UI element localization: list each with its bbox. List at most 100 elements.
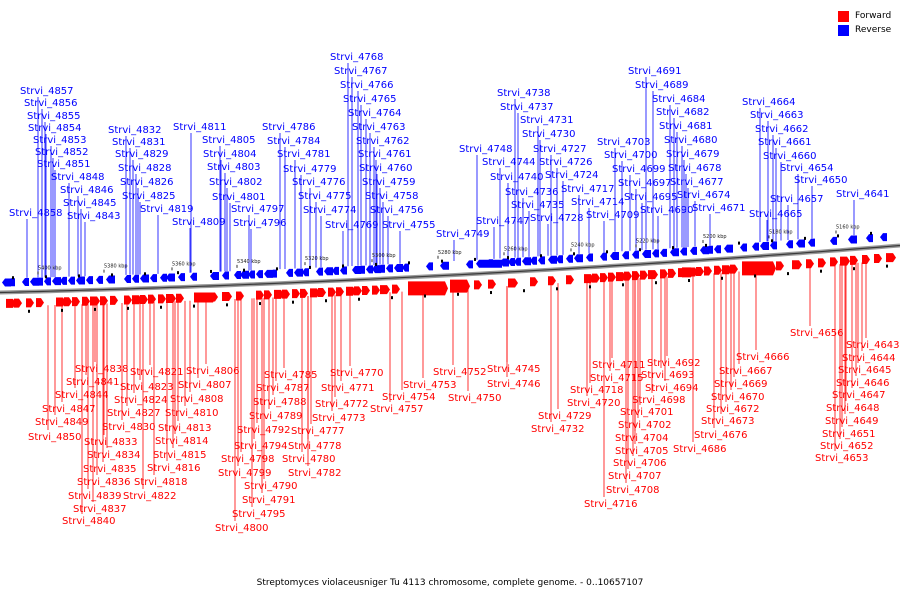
forward-gene-name: Strvi_4649: [825, 416, 879, 427]
reverse-gene-label: Strvi_4767: [334, 66, 388, 267]
position-marker: [78, 274, 80, 278]
reverse-gene-label: Strvi_4755: [382, 220, 436, 264]
reverse-gene-arrow: [670, 248, 679, 257]
forward-gene-name: Strvi_4720: [567, 398, 621, 409]
forward-gene-arrow: [474, 280, 482, 290]
reverse-gene-label: Strvi_4680: [664, 135, 718, 248]
forward-gene-arrow: [124, 295, 132, 305]
forward-gene-name: Strvi_4648: [826, 403, 880, 414]
position-marker: [127, 306, 129, 310]
position-marker: [342, 264, 344, 268]
reverse-gene-name: Strvi_4665: [749, 209, 803, 220]
reverse-gene-arrow: [632, 250, 639, 259]
reverse-gene-name: Strvi_4802: [209, 177, 263, 188]
reverse-gene-label: Strvi_4749: [436, 229, 490, 261]
forward-gene-arrow: [346, 286, 356, 296]
position-marker: [61, 308, 63, 312]
forward-gene-arrow: [704, 266, 712, 276]
forward-gene-label: Strvi_4653: [815, 264, 869, 464]
reverse-gene-arrow: [724, 244, 733, 253]
reverse-gene-arrow: [264, 269, 273, 278]
forward-gene-name: Strvi_4701: [620, 407, 674, 418]
forward-gene-arrow: [222, 292, 232, 302]
forward-gene-label: Strvi_4698: [632, 277, 686, 406]
position-marker: [556, 287, 558, 291]
forward-gene-name: Strvi_4656: [790, 328, 844, 339]
reverse-gene-name: Strvi_4758: [365, 191, 419, 202]
position-marker: [672, 246, 674, 250]
forward-gene-name: Strvi_4790: [244, 481, 298, 492]
position-marker: [144, 272, 146, 276]
forward-gene-name: Strvi_4799: [218, 468, 272, 479]
forward-gene-name: Strvi_4789: [249, 411, 303, 422]
reverse-gene-label: Strvi_4760: [359, 163, 413, 265]
map-caption: Streptomyces violaceusniger Tu 4113 chro…: [256, 578, 644, 588]
forward-gene-name: Strvi_4706: [613, 458, 667, 469]
forward-gene-arrow: [488, 279, 496, 289]
reverse-gene-label: Strvi_4699: [612, 164, 666, 251]
forward-gene-name: Strvi_4718: [570, 385, 624, 396]
reverse-gene-name: Strvi_4680: [664, 135, 718, 146]
reverse-gene-label: Strvi_4857: [20, 86, 74, 278]
position-marker: [193, 304, 195, 308]
forward-gene-name: Strvi_4669: [714, 379, 768, 390]
forward-gene-name: Strvi_4652: [820, 441, 874, 452]
reverse-gene-arrow: [830, 236, 837, 245]
reverse-gene-label: Strvi_4775: [298, 191, 352, 268]
reverse-gene-arrow: [740, 243, 747, 252]
reverse-gene-name: Strvi_4846: [60, 185, 114, 196]
forward-gene-name: Strvi_4647: [832, 390, 886, 401]
forward-gene-name: Strvi_4692: [647, 358, 701, 369]
forward-gene-label: Strvi_4847: [42, 304, 96, 415]
position-marker: [754, 274, 756, 278]
scale-tick-label: 5340 kbp: [237, 259, 261, 265]
forward-gene-name: Strvi_4838: [75, 364, 129, 375]
reverse-gene-label: Strvi_4779: [283, 164, 337, 269]
forward-gene-name: Strvi_4729: [538, 411, 592, 422]
forward-gene-arrow: [566, 275, 574, 285]
forward-gene-name: Strvi_4707: [608, 471, 662, 482]
forward-gene-arrow: [148, 294, 156, 304]
forward-gene-label: Strvi_4716: [584, 280, 638, 510]
reverse-gene-arrow: [622, 251, 629, 260]
reverse-gene-name: Strvi_4709: [586, 210, 640, 221]
reverse-gene-arrow: [440, 261, 449, 270]
reverse-gene-name: Strvi_4763: [352, 122, 406, 133]
reverse-gene-arrow: [642, 250, 651, 259]
forward-gene-arrow: [660, 269, 668, 279]
forward-gene-label: Strvi_4670: [711, 272, 765, 403]
position-marker: [474, 257, 476, 261]
forward-gene-name: Strvi_4757: [370, 404, 424, 415]
forward-gene-label: Strvi_4686: [673, 274, 727, 455]
reverse-gene-label: Strvi_4769: [325, 220, 379, 267]
forward-gene-label: Strvi_4676: [694, 273, 748, 441]
forward-gene-label: Strvi_4849: [35, 305, 89, 428]
forward-gene-label: Strvi_4794: [234, 298, 288, 452]
forward-gene-name: Strvi_4694: [645, 383, 699, 394]
reverse-gene-label: Strvi_4763: [352, 122, 406, 266]
position-marker: [424, 294, 426, 298]
reverse-gene-arrow: [358, 265, 365, 274]
position-marker: [45, 275, 47, 279]
forward-gene-label: Strvi_4798: [221, 298, 275, 465]
position-marker: [111, 273, 113, 277]
reverse-gene-label: Strvi_4832: [108, 125, 162, 275]
position-marker: [160, 305, 162, 309]
reverse-gene-label: Strvi_4848: [51, 172, 105, 277]
forward-gene-name: Strvi_4821: [130, 367, 184, 378]
reverse-gene-arrow: [286, 268, 293, 277]
forward-gene-name: Strvi_4836: [77, 477, 131, 488]
reverse-gene-arrow: [466, 260, 473, 269]
forward-gene-arrow: [14, 298, 22, 308]
forward-gene-arrow: [380, 285, 390, 295]
reverse-gene-arrow: [190, 272, 197, 281]
forward-gene-name: Strvi_4837: [73, 504, 127, 515]
scale-tick-label: 5220 kbp: [636, 238, 660, 244]
scale-tick-label: 5240 kbp: [571, 242, 595, 248]
reverse-gene-label: Strvi_4738: [497, 88, 551, 258]
forward-gene-name: Strvi_4732: [531, 424, 585, 435]
reverse-gene-name: Strvi_4805: [202, 135, 256, 146]
reverse-gene-label: Strvi_4805: [202, 135, 256, 272]
forward-gene-label: Strvi_4816: [147, 301, 201, 474]
forward-gene-name: Strvi_4830: [102, 422, 156, 433]
